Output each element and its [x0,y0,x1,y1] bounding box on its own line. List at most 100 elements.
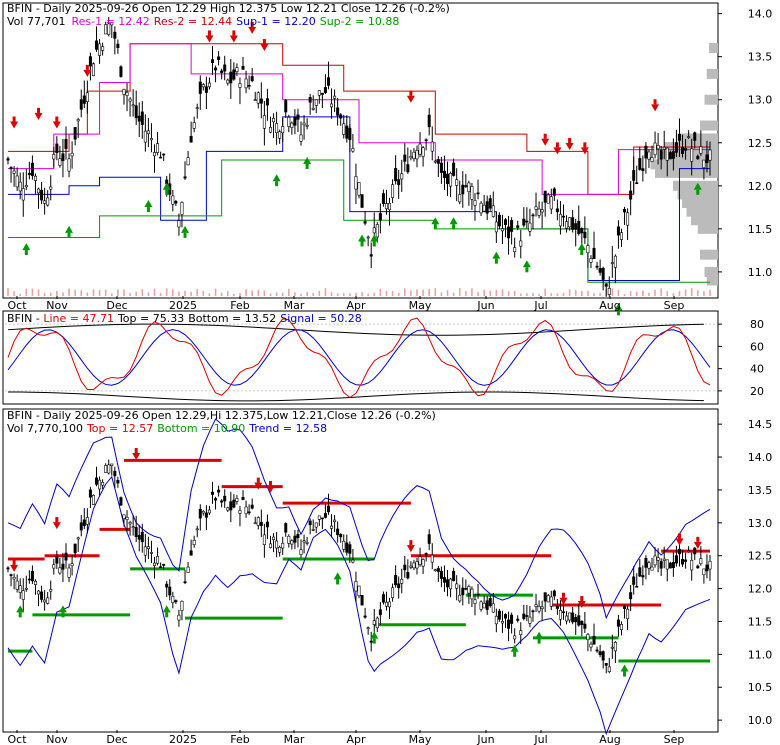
trend-candle-body [671,562,675,568]
trend-candle-body [626,608,630,619]
trend-candle-body [482,603,486,609]
price-candle-body [504,219,508,225]
sell-arrow [406,545,415,553]
trend-candle-body [446,579,450,588]
price-candle-body [37,188,41,194]
price-candle-body [595,265,599,268]
price-candle-body [415,150,419,160]
price-candle-body [641,168,645,171]
price-candle-body [540,209,544,213]
price-candle-body [571,217,575,230]
volume-bar [391,290,394,296]
sell-arrow-stem [568,138,572,144]
price-candle-body [131,104,135,107]
sell-arrow-stem [207,30,211,36]
trend-candle-body [91,495,95,505]
y-tick-label: 12.0 [748,583,773,596]
trend-title: BFIN - Daily 2025-09-26 Open 12.29,Hi 12… [7,409,436,422]
price-candle-body [9,167,13,169]
price-candle-body [259,98,263,104]
trend-candle-body [229,501,233,511]
volume-profile-bar [704,266,718,277]
trend-candle-body [650,566,654,571]
price-candle-body [210,59,214,63]
trend-candle-body [113,470,117,477]
volume-bar [642,290,644,296]
buy-arrow-stem [18,612,22,618]
volume-bar [123,289,125,296]
trend-candle-body [552,590,556,597]
price-candle-body [217,56,221,60]
price-candle-body [653,142,657,156]
price-candle-body [128,98,132,102]
price-candle-body [699,146,703,154]
sell-arrow [266,485,275,493]
trend-candle-body [433,569,437,572]
price-candle-body [513,247,517,253]
trend-candle-body [479,601,483,610]
volume-bar [446,290,449,296]
volume-bar [245,289,247,296]
price-candle-body [668,152,672,160]
price-candle-body [305,125,309,127]
price-candle-body [336,107,340,116]
volume-bar [501,289,504,296]
price-candle-body [452,162,456,176]
trend-candle-body [461,587,465,596]
sell-arrow-stem [55,116,59,122]
trend-candle-body [513,635,517,640]
x-tick-label: Mar [284,299,305,312]
volume-bar [465,291,467,296]
sell-arrow [577,601,586,609]
trend-candle-body [589,643,593,648]
volume-bar [196,289,199,296]
trend-candle-body [131,526,135,529]
volume-bar [74,289,76,296]
trend-candle-body [403,564,407,571]
trend-candle-body [220,500,224,503]
volume-bar [519,293,522,296]
buy-arrow [58,605,67,613]
price-panel [2,2,719,299]
price-candle-body [430,141,434,152]
volume-bar [178,291,180,296]
volume-bar [489,290,492,296]
trend-candle-body [265,521,269,528]
sup1-label: Sup-1 = 12.20 [236,15,316,28]
price-candle-body [662,146,666,150]
price-candle-body [671,151,675,159]
x-tick-label: 2025 [169,299,197,312]
trend-candle-body [601,651,605,661]
buy-arrow-stem [580,250,584,256]
buy-arrow [272,174,281,182]
x-tick-label: Feb [230,299,249,312]
volume-bar [62,292,64,296]
volume-bar [98,290,101,296]
buy-arrow-stem [67,232,71,238]
trend-candle-body [207,509,211,514]
trend-candle-body [561,611,565,614]
trend-candle-body [192,539,196,545]
buy-arrow [370,631,379,639]
trend-candle-body [397,583,401,589]
trend-candle-body [37,590,41,595]
volume-bar [574,290,577,296]
trend-candle-body [537,606,541,612]
sup2-line [8,159,710,283]
trend-candle-body [595,649,599,652]
price-candle-body [15,175,19,188]
price-candle-body [287,117,291,127]
price-candle-body [497,214,501,227]
x-tick-label: Jul [533,733,547,745]
trend-candle-body [241,497,245,500]
volume-bar [110,293,113,296]
price-candle-body [55,143,59,153]
trend-candle-body [388,601,392,608]
price-candle-body [442,170,446,179]
trend-candle-body [336,528,340,536]
volume-bar [13,291,15,296]
price-candle-body [308,96,312,103]
volume-bar [367,293,369,296]
